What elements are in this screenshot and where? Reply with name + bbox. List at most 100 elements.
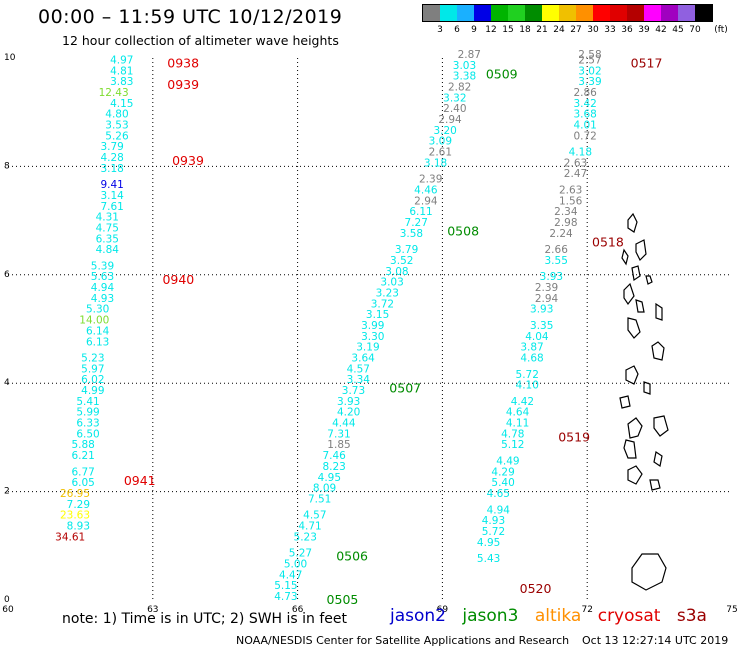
wave-height-value: 4.01 [573,119,596,131]
wave-height-value: 5.41 [76,396,99,408]
wave-height-value: 4.04 [525,331,549,343]
color-scale-labels: 3 6 9 12 15 18 21 24 27 30 33 36 39 42 45 70 (ft) [422,25,732,39]
wave-height-value: 4.42 [511,396,534,408]
color-scale-tick: 9 [471,25,477,35]
wave-height-value: 3.20 [433,125,456,137]
wave-height-value: 3.19 [356,342,379,354]
x-axis-label: 72 [581,605,592,615]
x-axis-label: 66 [292,605,304,615]
wave-height-value: 7.46 [322,450,346,462]
pass-label: 0939 [172,153,204,168]
pass-label: 0940 [162,272,194,287]
map-title: 00:00 – 11:59 UTC 10/12/2019 [38,6,343,28]
wave-height-value: 4.18 [569,147,592,159]
legend-altika: altika [534,606,582,626]
wave-height-value: 2.94 [438,114,462,126]
wave-height-value: 3.35 [530,320,553,332]
wave-height-value: 0.72 [573,130,596,142]
color-scale-cell [474,5,491,21]
wave-height-value: 4.29 [491,466,514,478]
pass-label: 0507 [389,381,421,396]
wave-height-value: 4.20 [337,407,360,419]
wave-height-value: 5.99 [76,407,99,419]
wave-height-value: 3.93 [540,271,563,283]
wave-height-value: 5.00 [284,558,307,570]
wave-height-value: 3.58 [400,228,423,240]
wave-height-value: 4.75 [96,222,119,234]
wave-height-value: 5.30 [86,304,109,316]
color-scale-cell [440,5,457,21]
pass-label: 0517 [631,55,663,70]
wave-height-value: 3.30 [361,331,384,343]
wave-height-value: 4.84 [96,244,120,256]
wave-height-value: 6.05 [71,477,94,489]
footer-note: note: 1) Time is in UTC; 2) SWH is in fe… [62,611,348,627]
color-scale-tick: 42 [655,25,667,35]
wave-height-value: 3.08 [385,266,408,278]
color-scale-cell [644,5,661,21]
wave-height-value: 3.68 [573,109,596,121]
wave-height-value: 8.93 [67,521,90,533]
wave-height-value: 2.39 [535,282,558,294]
axis-labels: 60 63 66 69 72 75 0 2 4 6 8 10 [2,53,737,615]
color-scale-tick: 12 [485,25,497,35]
wave-height-value: 3.73 [342,385,365,397]
wave-height-value: 4.49 [496,456,519,468]
wave-height-value: 8.23 [322,461,345,473]
legend-jason2: jason2 [390,606,446,626]
legend-cryosat: cryosat [597,606,661,626]
y-axis-label: 10 [4,53,16,63]
wave-height-value: 4.10 [516,380,539,392]
color-scale-cell [457,5,474,21]
color-scale-tick: 24 [553,25,565,35]
wave-height-value: 6.21 [71,450,94,462]
wave-height-value: 2.34 [554,206,578,218]
pass-label: 0518 [592,234,624,249]
color-scale-tick: 21 [536,25,548,35]
wave-height-value: 3.53 [105,119,128,131]
wave-height-value: 3.79 [395,244,418,256]
color-scale-cell [678,5,695,21]
color-scale-cell [593,5,610,21]
wave-height-value: 2.40 [443,103,466,115]
y-axis-label: 6 [4,270,10,280]
wave-height-value: 5.26 [105,130,129,142]
wave-height-value: 3.38 [453,71,476,83]
color-scale-tick: 30 [587,25,599,35]
wave-height-value: 4.65 [487,488,510,500]
wave-height-value: 4.57 [347,363,370,375]
wave-height-value: 5.12 [501,439,524,451]
wave-height-value: 4.64 [506,407,530,419]
wave-height-value: 2.82 [448,82,471,94]
wave-height-value: 4.97 [110,54,133,66]
wave-height-value: 5.27 [289,548,312,560]
color-scale-cells [422,4,713,22]
color-scale-tick: 6 [454,25,460,35]
wave-height-value: 3.64 [351,353,375,365]
wave-height-value: 3.34 [347,374,371,386]
wave-height-value: 3.55 [545,255,568,267]
footer-credit: NOAA/NESDIS Center for Satellite Applica… [236,634,570,647]
footer-timestamp: Oct 13 12:27:14 UTC 2019 [582,634,729,647]
color-scale-cell [576,5,593,21]
wave-height-value: 4.47 [279,569,302,581]
color-scale-tick: 39 [638,25,650,35]
wave-height-value: 4.68 [520,353,543,365]
wave-height-value: 5.39 [91,260,114,272]
wave-height-value: 5.72 [482,526,505,538]
wave-height-value: 2.63 [564,157,587,169]
color-scale-tick: 3 [437,25,443,35]
wave-height-value: 23.63 [60,510,90,522]
color-scale-cell [525,5,542,21]
wave-height-value: 3.93 [530,304,553,316]
wave-height-value: 3.23 [376,287,399,299]
wave-height-value: 5.43 [477,553,500,565]
wave-height-value: 3.03 [380,277,403,289]
wave-height-value: 3.39 [578,76,601,88]
wave-height-value: 26.95 [60,488,90,500]
color-scale-cell [542,5,559,21]
map-subtitle: 12 hour collection of altimeter wave hei… [62,33,339,48]
wave-height-value: 4.80 [105,109,128,121]
x-axis-label: 75 [726,605,737,615]
